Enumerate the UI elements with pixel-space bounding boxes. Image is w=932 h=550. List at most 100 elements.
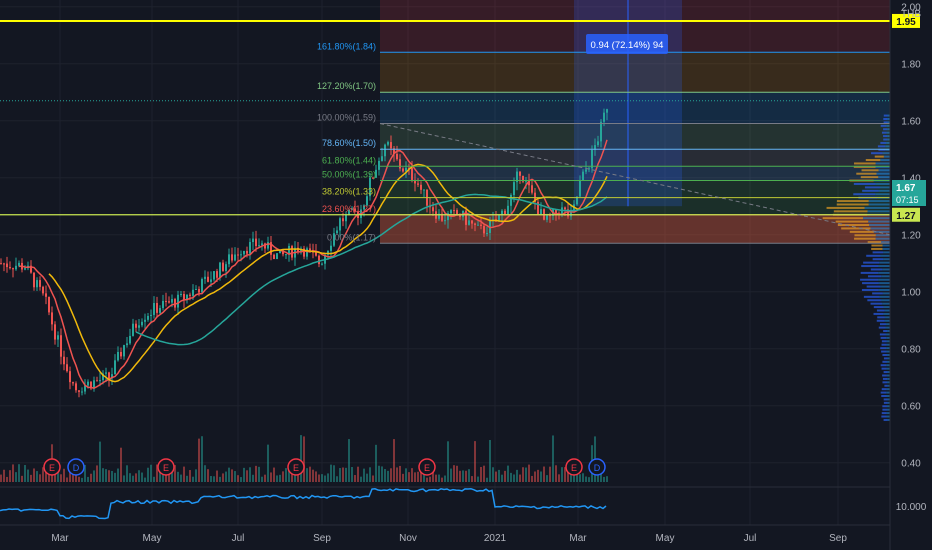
volume-profile-bar: [883, 398, 888, 401]
volume-bar: [360, 476, 362, 482]
fib-level-label: 50.00%(1.39): [322, 170, 376, 180]
candle-body: [99, 380, 101, 382]
volume-profile-bar: [870, 227, 890, 230]
event-marker[interactable]: E: [157, 458, 175, 476]
event-marker[interactable]: E: [43, 458, 61, 476]
candle-body: [345, 214, 347, 222]
candle-body: [486, 232, 488, 234]
volume-bar: [480, 466, 482, 482]
candle-body: [276, 253, 278, 260]
volume-bar: [132, 475, 134, 482]
event-marker[interactable]: E: [287, 458, 305, 476]
candle-body: [105, 372, 107, 374]
volume-profile-bar: [880, 299, 890, 302]
candle-body: [366, 196, 368, 206]
volume-bar: [57, 469, 59, 482]
candle-body: [84, 385, 86, 392]
price-tick-label: 2.00: [901, 3, 921, 14]
volume-bar: [570, 470, 572, 482]
candle-body: [600, 121, 602, 142]
candle-body: [597, 141, 599, 146]
volume-bar: [18, 464, 20, 482]
volume-bar: [24, 465, 26, 482]
volume-bar: [201, 436, 203, 482]
volume-bar: [156, 464, 158, 482]
volume-bar: [384, 469, 386, 482]
candle-body: [444, 220, 446, 222]
volume-bar: [492, 467, 494, 482]
volume-bar: [36, 471, 38, 482]
event-marker[interactable]: E: [565, 458, 583, 476]
volume-profile-bar: [854, 234, 876, 237]
event-marker-circle: [67, 458, 85, 476]
volume-bar: [330, 464, 332, 482]
volume-bar: [516, 469, 518, 482]
volume-bar: [564, 467, 566, 482]
volume-profile-bar: [861, 169, 879, 172]
fib-level-label: 100.00%(1.59): [317, 113, 376, 123]
candle-body: [453, 210, 455, 212]
volume-profile-bar: [875, 234, 890, 237]
volume-profile-bar: [883, 306, 890, 309]
candle-body: [252, 238, 254, 243]
candle-body: [72, 382, 74, 384]
candle-body: [459, 214, 461, 217]
volume-profile-bar: [886, 364, 890, 367]
candle-body: [165, 300, 167, 302]
volume-profile-bar: [878, 189, 890, 192]
event-marker[interactable]: D: [588, 458, 606, 476]
volume-profile-bar: [853, 193, 876, 196]
candle-body: [339, 218, 341, 231]
volume-profile-bar: [880, 391, 887, 394]
volume-bar: [174, 465, 176, 482]
candle-body: [480, 224, 482, 226]
volume-profile-bar: [879, 295, 890, 298]
volume-bar: [93, 470, 95, 482]
volume-profile-bar: [867, 241, 882, 244]
candle-body: [315, 252, 317, 256]
volume-profile-bar: [864, 186, 880, 189]
candle-body: [501, 210, 503, 215]
svg-text:0.94 (72.14%) 94: 0.94 (72.14%) 94: [591, 40, 664, 51]
volume-bar: [414, 472, 416, 482]
volume-bar: [39, 474, 41, 482]
volume-bar: [345, 467, 347, 482]
volume-profile-bar: [870, 268, 883, 271]
candle-body: [78, 390, 80, 392]
candle-body: [465, 210, 467, 225]
candle-body: [15, 265, 17, 270]
price-tick-label: 0.60: [901, 402, 921, 413]
volume-profile-bar: [837, 224, 870, 227]
volume-bar: [393, 439, 395, 482]
candle-body: [303, 248, 305, 257]
volume-profile-bar: [862, 189, 879, 192]
volume-profile-bar: [882, 353, 887, 356]
event-marker-circle: [287, 458, 305, 476]
volume-bar: [159, 465, 161, 482]
candle-body: [405, 167, 407, 172]
candle-body: [96, 380, 98, 382]
volume-profile-bar: [879, 323, 886, 326]
event-marker[interactable]: D: [67, 458, 85, 476]
candle-body: [537, 201, 539, 215]
candle-body: [378, 160, 380, 170]
volume-bar: [135, 473, 137, 482]
volume-profile-bar: [862, 282, 879, 285]
candle-body: [450, 210, 452, 214]
volume-profile-bar: [853, 182, 876, 185]
volume-profile-bar: [883, 135, 888, 138]
volume-profile-bar: [887, 357, 890, 360]
volume-profile-bar: [877, 316, 885, 319]
event-marker[interactable]: E: [418, 458, 436, 476]
time-tick-label: Sep: [829, 533, 847, 544]
volume-profile-bar: [868, 220, 890, 223]
volume-profile-bar: [887, 138, 890, 141]
volume-profile-bar: [879, 333, 886, 336]
volume-bar: [258, 466, 260, 482]
candle-body: [585, 169, 587, 172]
volume-profile-bar: [869, 224, 890, 227]
event-marker-circle: [43, 458, 61, 476]
candle-body: [417, 183, 419, 185]
currency-label[interactable]: THB: [901, 9, 921, 20]
